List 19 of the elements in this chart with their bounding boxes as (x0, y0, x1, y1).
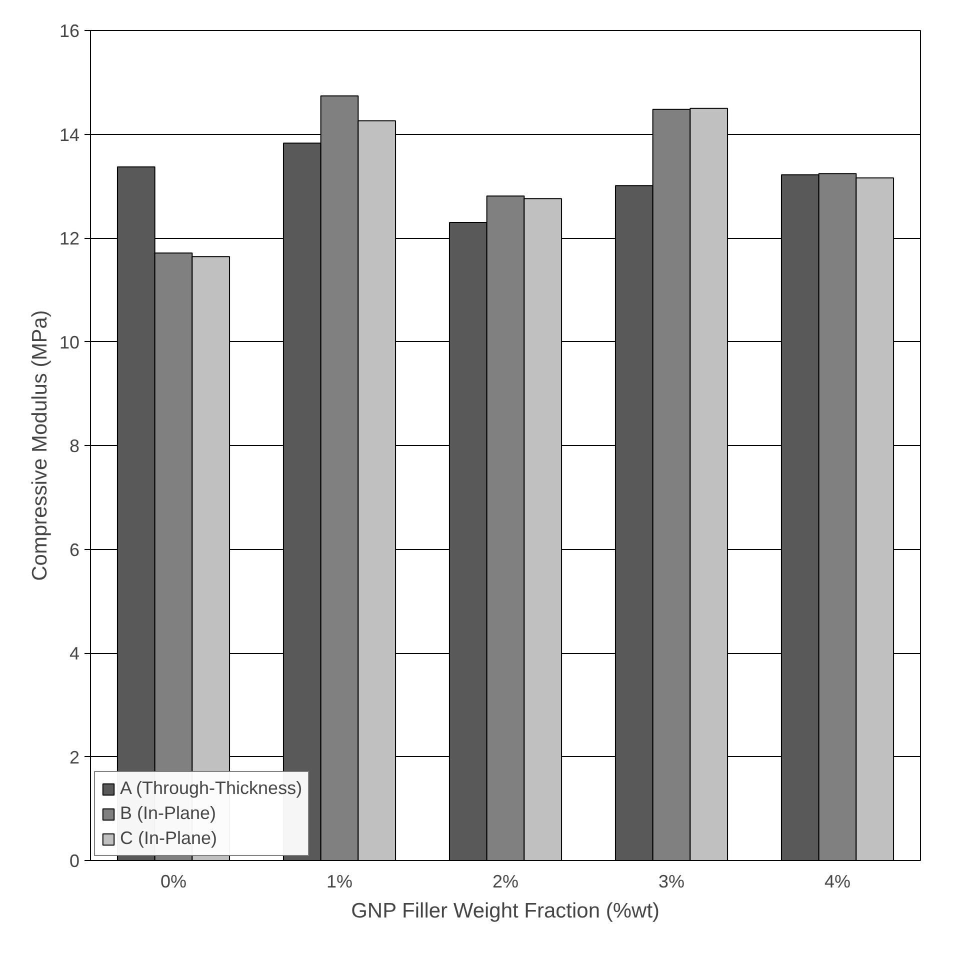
y-tick-label: 4 (69, 644, 80, 664)
x-tick-label: 1% (326, 872, 353, 892)
legend-label: B (In-Plane) (120, 803, 216, 824)
y-tick-label: 2 (69, 747, 80, 768)
y-tick-label: 16 (59, 21, 80, 41)
x-tick-label: 3% (658, 872, 685, 892)
x-tick-label: 4% (824, 872, 851, 892)
y-tick-label: 12 (59, 228, 80, 248)
legend-label: C (In-Plane) (120, 828, 218, 849)
y-axis-title: Compressive Modulus (MPa) (28, 310, 52, 581)
y-tick-label: 10 (59, 332, 80, 352)
x-tick-label: 0% (160, 872, 187, 892)
y-tick-label: 6 (69, 540, 80, 560)
y-tick-label: 0 (69, 851, 80, 871)
x-tick-label: 2% (492, 872, 519, 892)
y-tick-label: 14 (59, 124, 80, 145)
legend-label: A (Through-Thickness) (120, 778, 302, 799)
y-tick-label: 8 (69, 436, 80, 456)
x-axis-title: GNP Filler Weight Fraction (%wt) (351, 900, 660, 922)
